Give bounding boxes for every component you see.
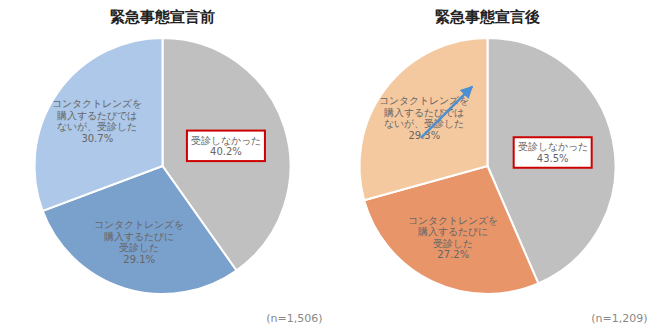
category-label-line: 購入するたびでは xyxy=(57,110,137,121)
slice-label: コンタクトレンズを購入するたびに受診した27.2% xyxy=(408,215,498,261)
value-label: 30.7% xyxy=(81,133,113,144)
category-label: コンタクトレンズを購入するたびに受診した xyxy=(94,219,184,253)
category-label-line: 受診した xyxy=(119,242,159,253)
annotation: (n=1,506) xyxy=(266,312,322,325)
slice-label: コンタクトレンズを購入するたびに受診した29.1% xyxy=(94,219,184,265)
pie-panel: 受診しなかった40.2%コンタクトレンズを購入するたびに受診した29.1%コンタ… xyxy=(35,38,291,294)
slices xyxy=(359,38,615,294)
chart-title: 緊急事態宣言前 xyxy=(110,8,215,26)
category-label-line: 購入するたびに xyxy=(104,231,174,242)
value-label: 40.2% xyxy=(210,146,242,157)
chart-root: 受診しなかった40.2%コンタクトレンズを購入するたびに受診した29.1%コンタ… xyxy=(0,0,650,334)
category-label-line: 購入するたびでは xyxy=(384,107,464,118)
category-label-line: 受診しなかった xyxy=(518,141,588,152)
pie-slice xyxy=(35,38,163,211)
category-label: 受診しなかった xyxy=(191,135,261,146)
highlight-box xyxy=(514,137,592,168)
value-label: 29.1% xyxy=(123,254,155,265)
highlight-box xyxy=(187,131,265,162)
slices xyxy=(35,38,291,294)
slice-labels: 受診しなかった43.5%コンタクトレンズを購入するたびに受診した27.2%コンタ… xyxy=(379,95,591,260)
category-label-line: ないが、受診した xyxy=(384,118,464,129)
value-label: 43.5% xyxy=(537,153,569,164)
category-label-line: 受診しなかった xyxy=(191,135,261,146)
slice-label: 受診しなかった40.2% xyxy=(187,131,265,162)
chart-title: 緊急事態宣言後 xyxy=(435,8,540,26)
category-label-line: ないが、受診した xyxy=(57,121,137,132)
arrow xyxy=(421,87,472,138)
annotation: (n=1,209) xyxy=(591,312,647,325)
slice-label: コンタクトレンズを購入するたびではないが、受診した30.7% xyxy=(52,98,142,144)
pie-slice xyxy=(359,38,487,200)
category-label: 受診しなかった xyxy=(518,141,588,152)
category-label-line: 購入するたびに xyxy=(418,226,488,237)
category-label-line: コンタクトレンズを xyxy=(52,98,142,109)
pie-panel: 受診しなかった43.5%コンタクトレンズを購入するたびに受診した27.2%コンタ… xyxy=(359,38,615,294)
category-label-line: 受診した xyxy=(433,238,473,249)
category-label: コンタクトレンズを購入するたびではないが、受診した xyxy=(52,98,142,132)
slice-label: 受診しなかった43.5% xyxy=(514,137,592,168)
category-label-line: コンタクトレンズを xyxy=(94,219,184,230)
category-label: コンタクトレンズを購入するたびに受診した xyxy=(408,215,498,249)
category-label-line: コンタクトレンズを xyxy=(408,215,498,226)
category-label: コンタクトレンズを購入するたびではないが、受診した xyxy=(379,95,469,129)
slice-labels: 受診しなかった40.2%コンタクトレンズを購入するたびに受診した29.1%コンタ… xyxy=(52,98,265,265)
value-label: 27.2% xyxy=(437,249,469,260)
